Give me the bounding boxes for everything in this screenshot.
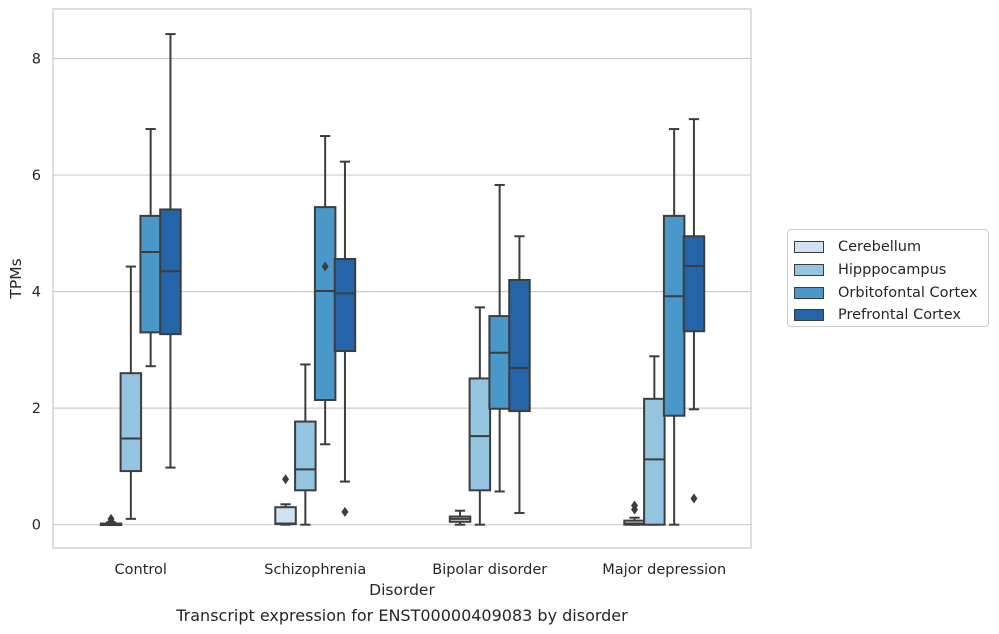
legend-swatch: [794, 286, 824, 299]
box-series: [99, 33, 706, 527]
chart-caption: Transcript expression for ENST0000040908…: [176, 606, 628, 625]
x-tick-label: Major depression: [602, 562, 726, 578]
legend-label: Orbitofontal Cortex: [838, 284, 978, 301]
box-body: [139, 214, 162, 334]
outlier-point: [282, 474, 290, 485]
box-body: [488, 315, 511, 410]
box-body: [274, 506, 297, 526]
box-body: [294, 420, 317, 492]
box-prefrontal-cortex: [333, 160, 357, 517]
x-tick-label: Control: [115, 562, 167, 578]
outlier-point: [321, 261, 329, 272]
box-body: [643, 397, 666, 526]
box-cerebellum: [448, 509, 472, 526]
x-tick-label: Schizophrenia: [264, 562, 366, 578]
box-body: [662, 214, 686, 417]
box-body: [313, 206, 337, 401]
box-prefrontal-cortex: [682, 118, 706, 504]
x-tick-label: Bipolar disorder: [432, 562, 547, 578]
box-body: [682, 235, 706, 333]
legend-item: Hipppocampus: [794, 259, 988, 282]
legend-label: Cerebellum: [838, 239, 922, 256]
legend-item: Orbitofontal Cortex: [794, 281, 988, 304]
box-body: [333, 257, 357, 353]
legend-item: Cerebellum: [794, 236, 988, 259]
legend-swatch: [794, 241, 824, 254]
box-hipppocampus: [643, 355, 666, 526]
y-axis-label: TPMs: [7, 258, 25, 299]
x-axis-label: Disorder: [369, 581, 435, 599]
outlier-point: [690, 493, 698, 504]
x-tick-labels: Control Schizophrenia Bipolar disorder Majo…: [115, 562, 727, 578]
box-body: [508, 278, 531, 413]
plot-frame: [52, 8, 752, 549]
box-cerebellum: [274, 474, 297, 526]
legend-item: Prefrontal Cortex: [794, 304, 988, 327]
box-hipppocampus: [468, 306, 492, 526]
box-orbitofontal-cortex: [488, 183, 511, 493]
y-tick-label: 6: [32, 168, 41, 184]
outlier-point: [631, 500, 639, 511]
box-hipppocampus: [119, 265, 143, 520]
legend: Cerebellum Hipppocampus Orbitofontal Corte…: [787, 229, 989, 327]
box-body: [468, 377, 492, 492]
legend-label: Hipppocampus: [838, 262, 947, 279]
y-tick-labels: 0 2 4 6 8: [32, 52, 41, 534]
y-tick-label: 0: [32, 518, 41, 534]
y-tick-label: 8: [32, 52, 41, 68]
legend-label: Prefrontal Cortex: [838, 307, 961, 324]
outlier-point: [107, 513, 115, 524]
y-tick-label: 2: [32, 401, 41, 417]
y-tick-label: 4: [32, 285, 41, 301]
box-body: [119, 372, 143, 473]
box-prefrontal-cortex: [159, 33, 182, 469]
outlier-point: [341, 506, 349, 517]
legend-swatch: [794, 309, 824, 322]
box-cerebellum: [99, 513, 123, 527]
box-prefrontal-cortex: [508, 235, 531, 515]
legend-swatch: [794, 264, 824, 277]
box-hipppocampus: [294, 363, 317, 526]
